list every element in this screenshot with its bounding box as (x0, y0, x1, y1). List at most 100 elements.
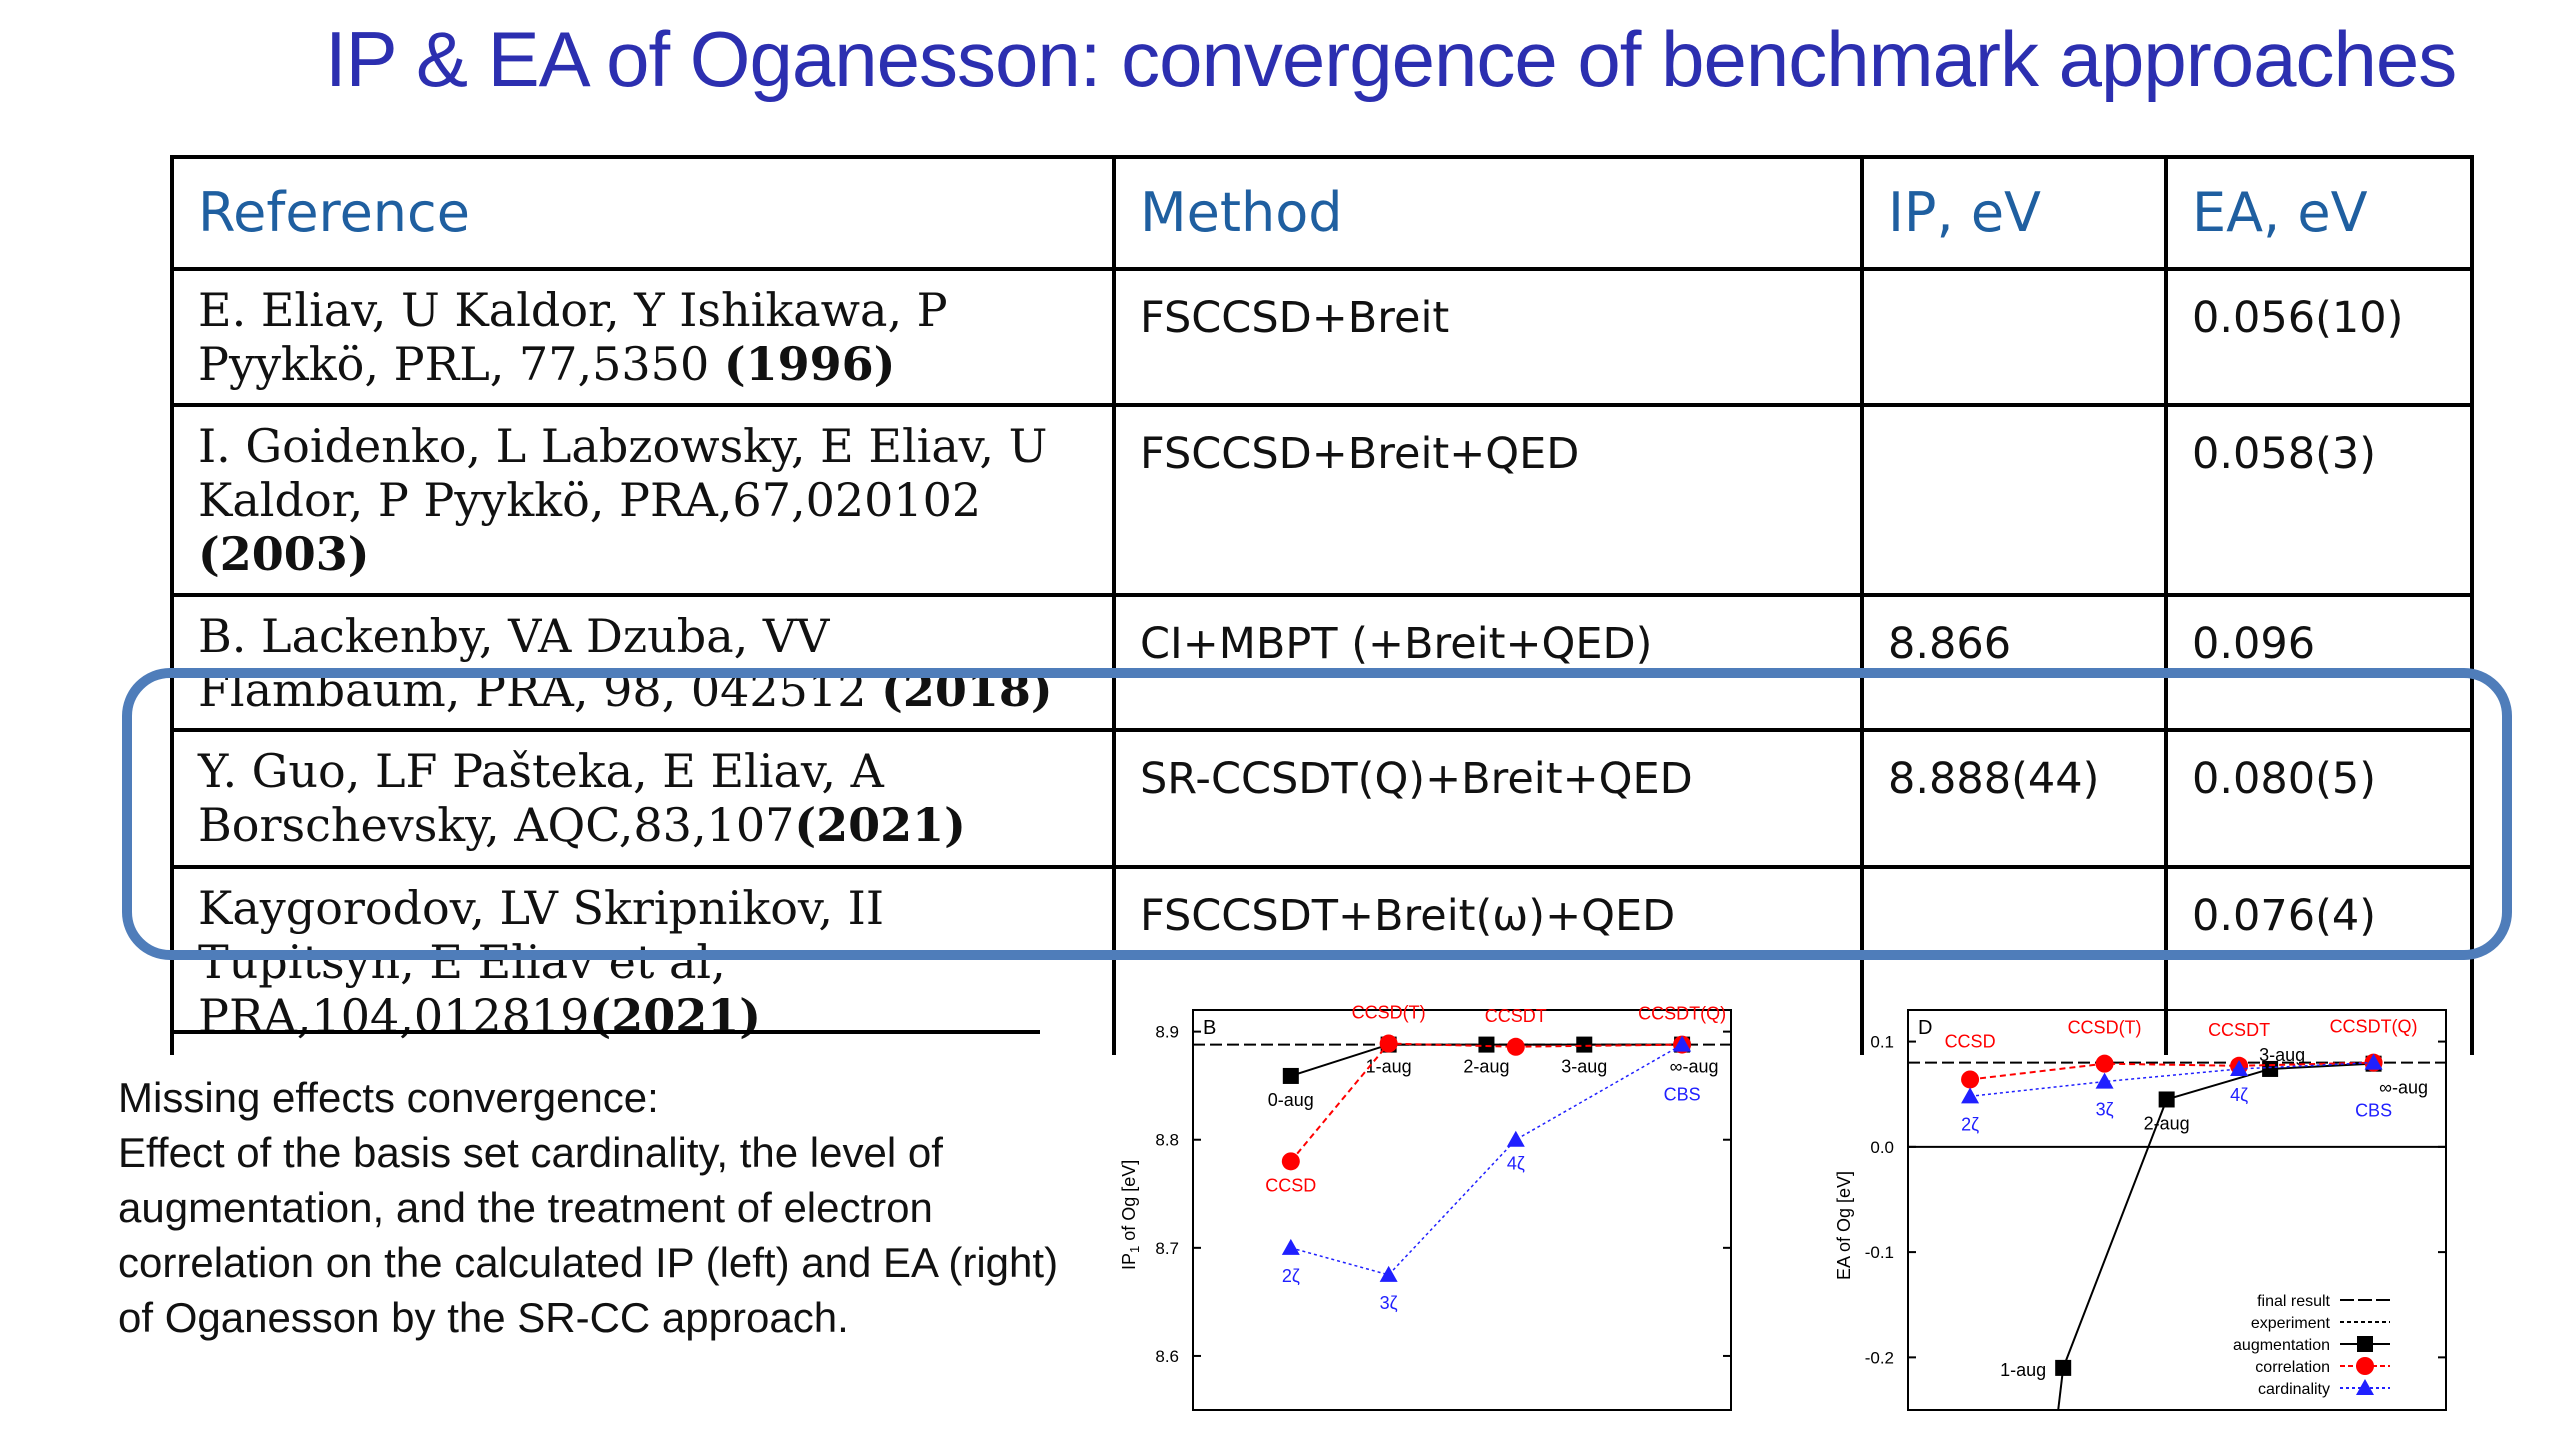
cardinality-marker (2356, 1379, 2374, 1395)
table-header-row: Reference Method IP, eV EA, eV (170, 155, 2474, 271)
cardinality-marker (2230, 1059, 2249, 1076)
cardinality-marker (2364, 1053, 2383, 1070)
ip-cell: 8.888(44) (1860, 728, 2168, 869)
correlation-point-label: CCSDT (1485, 1006, 1547, 1026)
augmentation-point-label: ∞-aug (2379, 1078, 2428, 1098)
reference-table: Reference Method IP, eV EA, eV E. Eliav,… (170, 155, 2474, 1055)
plot-frame (1907, 1009, 2447, 1411)
caption-body: Effect of the basis set cardinality, the… (118, 1129, 1059, 1341)
y-tick-label: -0.2 (1865, 1348, 1894, 1367)
table-row: B. Lackenby, VA Dzuba, VV Flambaum, PRA,… (170, 593, 2474, 732)
augmentation-series-line (2057, 1367, 2065, 1411)
y-tick-label: 8.8 (1155, 1131, 1179, 1150)
ip-cell (1860, 403, 2168, 597)
cardinality-point-label: 4ζ (1507, 1154, 1525, 1174)
correlation-point-label: CCSDT (2208, 1020, 2270, 1040)
method-cell: FSCCSD+Breit+QED (1112, 403, 1864, 597)
reference-year: (2003) (198, 527, 370, 581)
correlation-marker (1379, 1034, 1398, 1053)
caption-heading: Missing effects convergence: (118, 1074, 659, 1121)
augmentation-point-label: 0-aug (1268, 1090, 1314, 1110)
correlation-series-line (1290, 1042, 1683, 1162)
method-cell: FSCCSD+Breit (1112, 267, 1864, 407)
column-header-reference: Reference (170, 155, 1116, 271)
reference-year: (2018) (881, 663, 1053, 714)
column-header-ea: EA, eV (2164, 155, 2474, 271)
correlation-marker (2095, 1054, 2114, 1073)
augmentation-point-label: 2-aug (2144, 1113, 2190, 1133)
reference-text: Flambaum, PRA, 98, 042512 (198, 663, 882, 714)
reference-year: (1996) (723, 337, 896, 391)
y-tick-label: 8.6 (1155, 1347, 1179, 1366)
reference-text: Borschevsky, AQC,83,107 (198, 798, 795, 852)
reference-text: Pyykkö, PRL, 77,5350 (198, 337, 724, 391)
augmentation-point-label: 1-aug (2000, 1360, 2046, 1380)
column-header-ip: IP, eV (1860, 155, 2168, 271)
correlation-series-line (1969, 1061, 2374, 1081)
table-row: Y. Guo, LF Pašteka, E Eliav, A Borschevs… (170, 728, 2474, 869)
augmentation-marker (2158, 1091, 2175, 1108)
cardinality-point-label: CBS (1664, 1085, 1701, 1105)
cardinality-marker (2095, 1072, 2114, 1089)
augmentation-point-label: ∞-aug (1670, 1057, 1719, 1077)
ea-cell: 0.096 (2164, 593, 2474, 732)
reference-text: Kaldor, P Pyykkö, PRA,67,020102 (198, 473, 982, 527)
ea-cell: 0.076(4) (2164, 865, 2474, 1055)
cardinality-marker (1673, 1035, 1692, 1052)
legend-augmentation-label: augmentation (2233, 1337, 2330, 1354)
cardinality-point-label: 2ζ (1282, 1266, 1300, 1286)
ip-convergence-chart: B IP1 of Og [eV] 8.9 8.8 8.7 8.6 0-aug 1-aug 2… (1119, 1003, 1732, 1411)
y-tick-label: 8.9 (1155, 1023, 1179, 1042)
method-cell: SR-CCSDT(Q)+Breit+QED (1112, 728, 1864, 869)
table-bottom-border (170, 1030, 1040, 1034)
caption: Missing effects convergence: Effect of t… (118, 1070, 1078, 1345)
cardinality-marker (1379, 1265, 1398, 1282)
reference-year: (2021) (589, 989, 762, 1043)
reference-text: PRA,104,012819 (198, 989, 590, 1043)
cardinality-series-line (1290, 1043, 1683, 1276)
table-row: I. Goidenko, L Labzowsky, E Eliav, U Kal… (170, 403, 2474, 597)
correlation-marker (1961, 1070, 1980, 1089)
cardinality-point-label: 4ζ (2230, 1085, 2248, 1105)
cardinality-marker (1506, 1130, 1525, 1147)
ip-cell: 8.866 (1860, 593, 2168, 732)
correlation-marker (1281, 1152, 1300, 1171)
reference-text: Kaygorodov, LV Skripnikov, II (198, 881, 885, 935)
y-tick-label: 0.0 (1870, 1138, 1894, 1157)
correlation-point-label: CCSD (1945, 1031, 1996, 1051)
reference-text: I. Goidenko, L Labzowsky, E Eliav, U (198, 419, 1048, 473)
cardinality-marker (1281, 1238, 1300, 1255)
correlation-point-label: CCSDT(Q) (2330, 1017, 2418, 1037)
reference-text: Tupitsyn, E Eliav et al, (198, 935, 726, 989)
augmentation-point-label: 1-aug (1366, 1057, 1412, 1077)
augmentation-point-label: 3-aug (1561, 1057, 1607, 1077)
legend-final-result-label: final result (2257, 1293, 2330, 1310)
table-row: Kaygorodov, LV Skripnikov, II Tupitsyn, … (170, 865, 2474, 1055)
reference-cell: I. Goidenko, L Labzowsky, E Eliav, U Kal… (170, 403, 1116, 597)
plot-frame (1192, 1009, 1732, 1411)
correlation-marker (1506, 1037, 1525, 1056)
y-tick-label: -0.1 (1865, 1243, 1894, 1262)
y-axis-label: IP1 of Og [eV] (1119, 1160, 1142, 1270)
correlation-point-label: CCSD(T) (2068, 1018, 2142, 1038)
reference-cell: Kaygorodov, LV Skripnikov, II Tupitsyn, … (170, 865, 1116, 1055)
y-tick-label: 8.7 (1155, 1239, 1179, 1258)
cardinality-point-label: 2ζ (1961, 1114, 1979, 1134)
y-tick-label: 0.1 (1870, 1033, 1894, 1052)
correlation-point-label: CCSD (1265, 1175, 1316, 1195)
correlation-point-label: CCSD(T) (1352, 1003, 1426, 1023)
reference-text: E. Eliav, U Kaldor, Y Ishikawa, P (198, 283, 948, 337)
ea-cell: 0.080(5) (2164, 728, 2474, 869)
table-row: E. Eliav, U Kaldor, Y Ishikawa, P Pyykkö… (170, 267, 2474, 407)
method-cell: FSCCSDT+Breit(ω)+QED (1112, 865, 1864, 1055)
cardinality-point-label: 3ζ (2096, 1100, 2114, 1120)
method-cell: CI+MBPT (+Breit+QED) (1112, 593, 1864, 732)
augmentation-marker (1478, 1036, 1495, 1053)
augmentation-marker (1576, 1036, 1593, 1053)
reference-text: Y. Guo, LF Pašteka, E Eliav, A (198, 744, 884, 798)
reference-cell: B. Lackenby, VA Dzuba, VV Flambaum, PRA,… (170, 593, 1116, 732)
correlation-marker (2356, 1357, 2374, 1375)
ea-cell: 0.058(3) (2164, 403, 2474, 597)
slide-title: IP & EA of Oganesson: convergence of ben… (325, 15, 2457, 103)
panel-label: D (1918, 1017, 1932, 1039)
